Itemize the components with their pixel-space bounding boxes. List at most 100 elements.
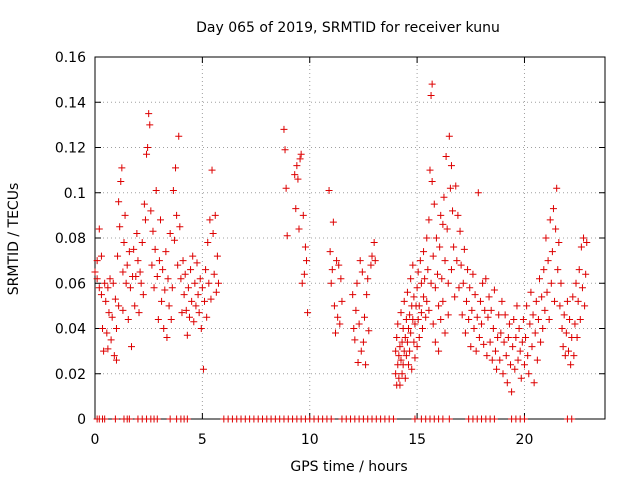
data-point [580, 234, 588, 242]
data-point [99, 325, 107, 332]
data-point [444, 279, 452, 287]
data-point [545, 315, 553, 323]
data-point [280, 125, 288, 133]
data-point [411, 354, 419, 362]
data-point [395, 374, 403, 382]
data-point [405, 361, 413, 369]
data-point [97, 252, 105, 260]
data-point [406, 347, 414, 355]
data-point [402, 352, 410, 360]
data-point [132, 272, 140, 280]
data-point-zero [490, 415, 498, 423]
data-point [300, 270, 308, 278]
data-point [130, 245, 138, 253]
data-point [165, 302, 173, 310]
data-point [454, 211, 462, 219]
data-point [429, 252, 437, 260]
data-point [539, 325, 547, 332]
data-point [126, 284, 134, 292]
data-point [188, 297, 196, 305]
data-point [182, 306, 190, 314]
data-point [533, 356, 541, 364]
data-point [522, 334, 530, 342]
data-point [475, 334, 483, 342]
data-point [489, 325, 497, 332]
data-point [481, 306, 489, 314]
data-point [558, 325, 566, 332]
data-point [199, 365, 207, 373]
data-point [106, 275, 114, 283]
data-point [453, 257, 461, 265]
data-point [429, 320, 437, 328]
data-point [540, 266, 548, 274]
data-point [551, 297, 559, 305]
data-point [502, 352, 510, 360]
data-point [523, 302, 531, 310]
data-point [480, 340, 488, 348]
data-point [147, 207, 155, 215]
data-point [283, 232, 291, 240]
data-point [168, 284, 176, 292]
data-point [167, 315, 175, 323]
data-point [520, 361, 528, 369]
data-point-zero [520, 415, 528, 423]
data-point [479, 279, 487, 287]
data-point [358, 268, 366, 276]
data-point [118, 164, 126, 172]
data-point [368, 252, 376, 260]
data-point [123, 261, 131, 269]
data-point [395, 352, 403, 360]
x-tick-label: 15 [408, 432, 426, 448]
data-point [457, 261, 465, 269]
data-point [212, 288, 220, 296]
x-tick-label: 0 [91, 432, 100, 448]
data-point [464, 266, 472, 274]
data-point [401, 334, 409, 342]
data-point [179, 257, 187, 265]
data-point [191, 279, 199, 287]
data-point [417, 309, 425, 317]
data-point [478, 320, 486, 328]
data-point [512, 334, 520, 342]
data-point [431, 284, 439, 292]
data-point [544, 257, 552, 265]
y-tick-label: 0.14 [55, 95, 86, 111]
data-point [405, 325, 413, 332]
data-point [148, 261, 156, 269]
data-point [402, 315, 410, 323]
data-point [298, 279, 306, 287]
data-point-zero [445, 415, 453, 423]
data-point [198, 284, 206, 292]
data-point [515, 325, 523, 332]
data-point [204, 239, 212, 247]
data-point [122, 279, 130, 287]
data-point [452, 182, 460, 190]
data-point [154, 315, 162, 323]
data-point [494, 334, 502, 342]
data-point [155, 257, 163, 265]
data-point [354, 358, 362, 366]
data-point [484, 313, 492, 321]
data-point [467, 343, 475, 351]
data-point [105, 309, 113, 317]
data-point [301, 243, 309, 251]
data-point [421, 275, 429, 283]
data-point [196, 275, 204, 283]
data-point [427, 91, 435, 99]
data-point [356, 257, 364, 265]
data-point [426, 166, 434, 174]
data-point [583, 239, 591, 247]
data-point [425, 306, 433, 314]
data-point [282, 184, 290, 192]
data-point [497, 329, 505, 337]
data-point [547, 279, 555, 287]
data-point [296, 155, 304, 163]
data-point [430, 200, 438, 208]
data-point [112, 325, 120, 332]
x-tick-label: 20 [516, 432, 534, 448]
data-point [509, 343, 517, 351]
data-point-zero [389, 415, 397, 423]
data-point [400, 297, 408, 305]
data-point [576, 315, 584, 323]
